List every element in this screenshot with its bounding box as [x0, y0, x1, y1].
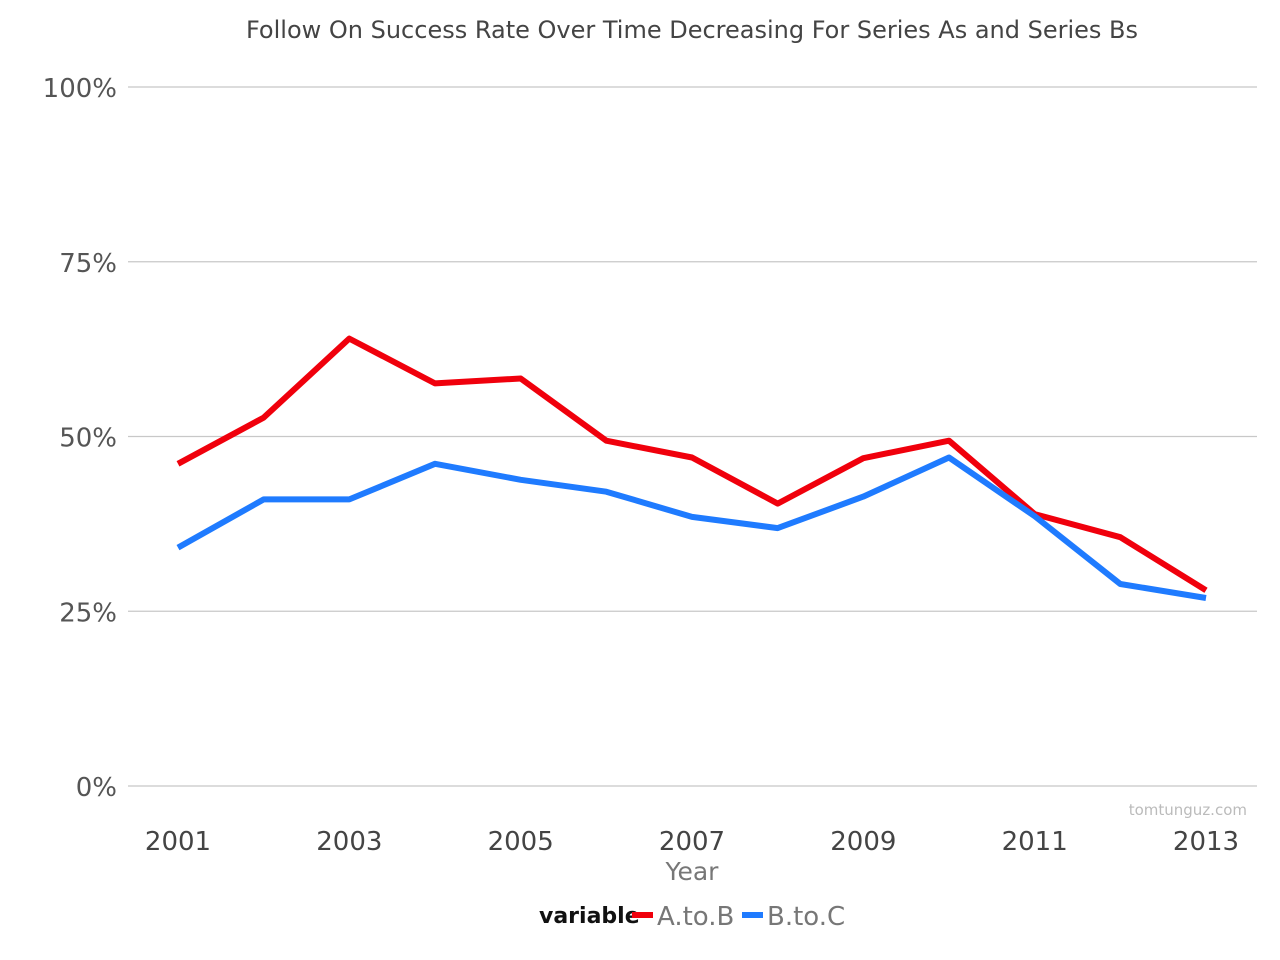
legend-title: variable [539, 904, 640, 929]
x-tick-label: 2007 [659, 827, 725, 857]
y-tick-label: 0% [76, 773, 117, 803]
series-line-a-to-b [176, 335, 1208, 593]
x-axis-label: Year [665, 857, 720, 886]
legend-items: A.to.B B.to.C [632, 902, 845, 932]
x-tick-label: 2009 [830, 827, 896, 857]
x-tick-label: 2005 [488, 827, 554, 857]
y-tick-label: 75% [59, 249, 117, 279]
x-tick-label: 2011 [1002, 827, 1068, 857]
legend-label-b-to-c: B.to.C [767, 902, 845, 932]
gridlines [128, 86, 1257, 787]
legend: variable A.to.B B.to.C [539, 902, 845, 932]
x-tick-label: 2013 [1173, 827, 1239, 857]
y-tick-label: 100% [43, 74, 117, 104]
y-axis-tick-labels: 0% 25% 50% 75% 100% [43, 74, 117, 803]
chart-title: Follow On Success Rate Over Time Decreas… [246, 16, 1138, 44]
y-tick-label: 50% [59, 424, 117, 454]
series-line-b-to-c [176, 454, 1207, 601]
x-tick-label: 2001 [145, 827, 211, 857]
x-tick-label: 2003 [316, 827, 382, 857]
y-tick-label: 25% [59, 598, 117, 628]
series-lines [176, 335, 1208, 601]
x-axis-tick-labels: 2001 2003 2005 2007 2009 2011 2013 [145, 827, 1239, 857]
legend-label-a-to-b: A.to.B [657, 902, 734, 932]
watermark-text: tomtunguz.com [1129, 801, 1247, 819]
